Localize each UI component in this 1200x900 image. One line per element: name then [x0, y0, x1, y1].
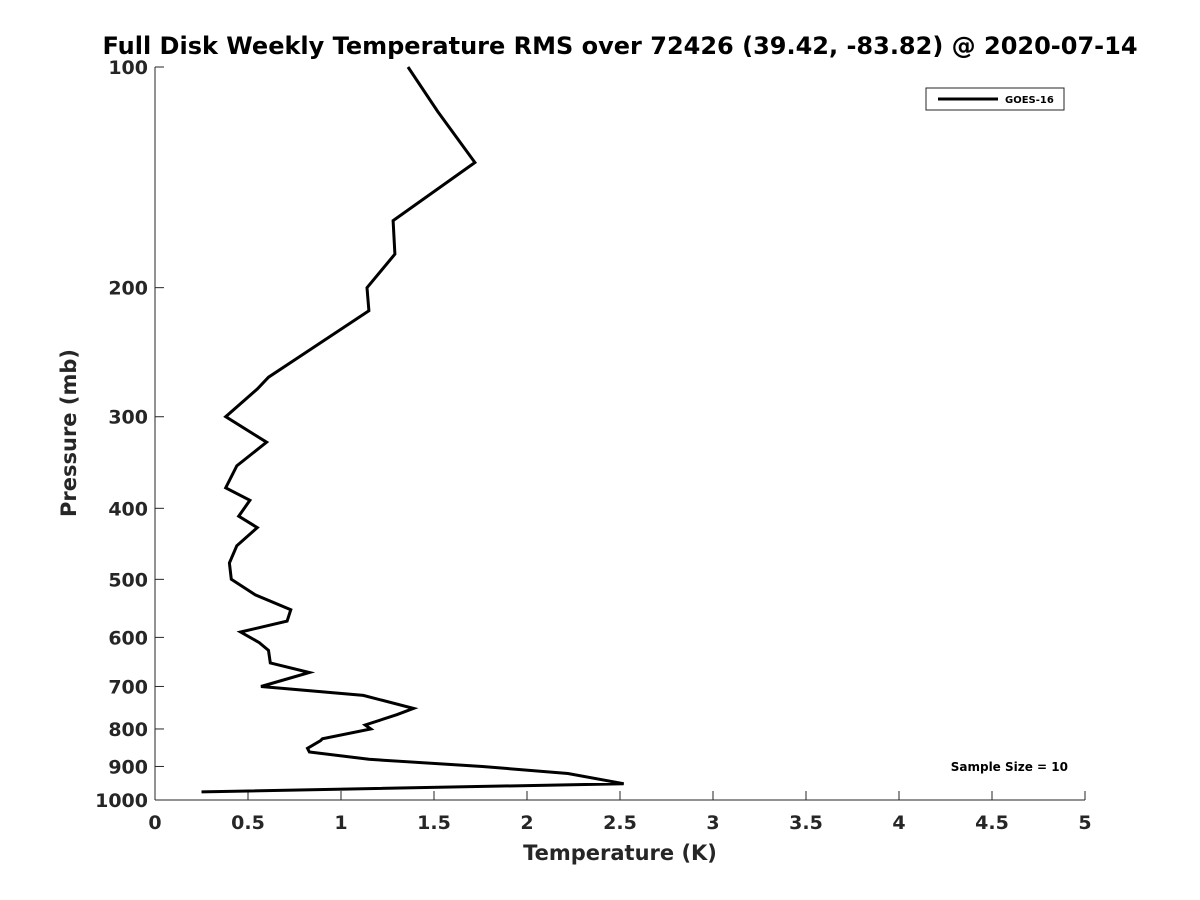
- x-axis-label: Temperature (K): [523, 841, 717, 865]
- y-tick-label: 1000: [95, 790, 148, 812]
- y-tick-label: 900: [108, 756, 148, 778]
- y-tick-label: 200: [108, 278, 148, 300]
- y-ticks: 100 200 300 400 500 600 700 800 900 1000: [95, 57, 164, 812]
- x-tick-label: 2: [520, 812, 533, 834]
- series-layer: [201, 66, 624, 794]
- x-ticks: 0 0.5 1 1.5 2 2.5 3 3.5 4 4.5 5: [148, 791, 1092, 834]
- x-tick-label: 0.5: [231, 812, 265, 834]
- y-axis-label: Pressure (mb): [57, 349, 81, 517]
- legend: GOES-16: [925, 87, 1065, 111]
- y-tick-label: 400: [108, 498, 148, 520]
- x-tick-label: 4: [892, 812, 905, 834]
- legend-label: GOES-16: [1005, 95, 1054, 106]
- x-tick-label: 4.5: [975, 812, 1009, 834]
- x-tick-label: 1: [334, 812, 347, 834]
- y-tick-label: 800: [108, 719, 148, 741]
- sample-size-annotation: Sample Size = 10: [951, 760, 1068, 774]
- y-tick-label: 100: [108, 57, 148, 79]
- y-tick-label: 700: [108, 676, 148, 698]
- x-tick-label: 1.5: [417, 812, 451, 834]
- y-tick-label: 300: [108, 407, 148, 429]
- x-tick-label: 3: [706, 812, 719, 834]
- x-tick-label: 2.5: [603, 812, 637, 834]
- x-tick-label: 0: [148, 812, 161, 834]
- series-line-goes-16: [201, 66, 624, 794]
- x-tick-label: 5: [1078, 812, 1091, 834]
- y-tick-label: 600: [108, 627, 148, 649]
- x-tick-label: 3.5: [789, 812, 823, 834]
- y-tick-label: 500: [108, 569, 148, 591]
- chart-title: Full Disk Weekly Temperature RMS over 72…: [102, 32, 1137, 60]
